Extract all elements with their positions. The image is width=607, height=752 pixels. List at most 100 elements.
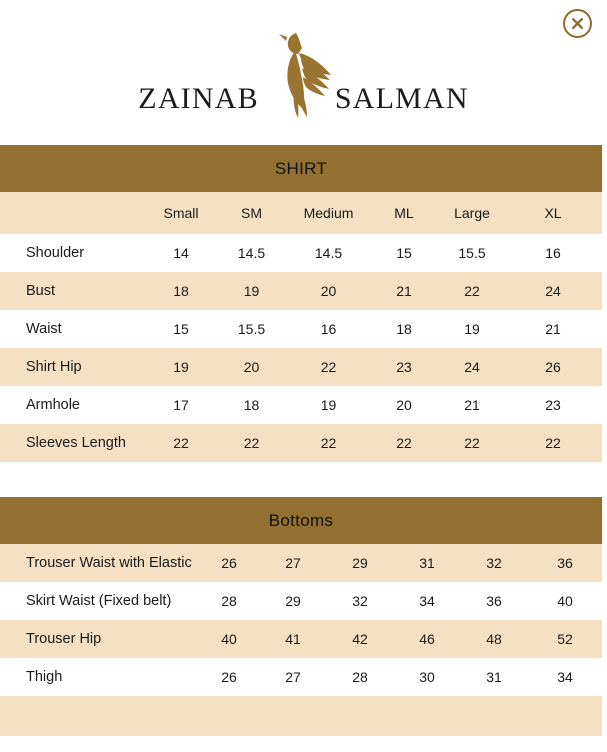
row-label: Thigh <box>26 669 63 685</box>
cell-value: 18 <box>173 283 189 299</box>
cell-value: 34 <box>419 593 435 609</box>
table-row: Shirt Hip 19 20 22 23 24 26 <box>0 348 603 386</box>
shirt-size-header-xl: XL <box>544 205 562 221</box>
cell-value: 32 <box>486 555 502 571</box>
cell-value: 16 <box>320 321 337 337</box>
bottoms-size-table: Bottoms Trouser Waist with Elastic 26 27… <box>0 497 603 736</box>
cell-value: 19 <box>464 321 480 337</box>
cell-value: 23 <box>396 359 412 375</box>
cell-value: 17 <box>173 397 189 413</box>
cell-value: 29 <box>285 593 301 609</box>
cell-value: 18 <box>396 321 412 337</box>
cell-value: 22 <box>396 435 412 451</box>
cell-value: 21 <box>396 283 412 299</box>
cell-value: 40 <box>221 631 237 647</box>
cell-value: 19 <box>320 397 337 413</box>
cell-value: 20 <box>243 359 260 375</box>
table-footer-spacer-row <box>0 696 603 736</box>
cell-value: 46 <box>419 631 435 647</box>
close-icon <box>570 16 585 31</box>
cell-value: 14.5 <box>237 245 266 261</box>
cell-value: 24 <box>464 359 480 375</box>
cell-value: 22 <box>545 435 561 451</box>
cell-value: 36 <box>486 593 502 609</box>
shirt-section-title: SHIRT <box>0 145 603 192</box>
cell-value: 19 <box>173 359 189 375</box>
shirt-size-header-small: Small <box>163 205 199 221</box>
bird-icon <box>271 27 337 124</box>
close-button[interactable] <box>563 9 592 38</box>
row-label: Shoulder <box>26 245 85 261</box>
shirt-size-header-row: Small SM Medium ML Large XL <box>0 192 603 234</box>
shirt-table-title-row: SHIRT <box>0 145 603 192</box>
spacer-cell <box>0 696 602 736</box>
cell-value: 15 <box>396 245 412 261</box>
cell-value: 22 <box>320 359 337 375</box>
table-row: Trouser Waist with Elastic 26 27 29 31 3… <box>0 544 603 582</box>
cell-value: 15.5 <box>458 245 486 261</box>
cell-value: 22 <box>464 283 480 299</box>
cell-value: 48 <box>486 631 502 647</box>
table-row: Sleeves Length 22 22 22 22 22 22 <box>0 424 603 462</box>
cell-value: 22 <box>464 435 480 451</box>
cell-value: 23 <box>545 397 561 413</box>
row-label: Trouser Waist with Elastic <box>26 555 192 571</box>
row-label: Waist <box>26 321 62 337</box>
shirt-label-header <box>0 192 148 234</box>
cell-value: 20 <box>320 283 337 299</box>
cell-value: 26 <box>221 669 237 685</box>
cell-value: 28 <box>221 593 237 609</box>
table-row: Skirt Waist (Fixed belt) 28 29 32 34 36 … <box>0 582 603 620</box>
shirt-size-header-medium: Medium <box>303 205 354 221</box>
cell-value: 41 <box>285 631 301 647</box>
brand-logo: ZAINAB <box>0 24 607 128</box>
table-row: Waist 15 15.5 16 18 19 21 <box>0 310 603 348</box>
cell-value: 42 <box>352 631 368 647</box>
cell-value: 40 <box>557 593 573 609</box>
cell-value: 19 <box>243 283 260 299</box>
bottoms-section-title: Bottoms <box>0 497 603 544</box>
shirt-size-table: SHIRT Small SM Medium ML Large XL Should… <box>0 145 603 462</box>
bottoms-table-title-row: Bottoms <box>0 497 603 544</box>
cell-value: 21 <box>464 397 480 413</box>
cell-value: 18 <box>243 397 260 413</box>
cell-value: 52 <box>557 631 573 647</box>
cell-value: 15 <box>173 321 189 337</box>
logo-word-right: SALMAN <box>334 82 469 115</box>
cell-value: 26 <box>221 555 237 571</box>
cell-value: 31 <box>486 669 502 685</box>
cell-value: 36 <box>557 555 573 571</box>
row-label: Armhole <box>26 397 80 413</box>
logo-word-left: ZAINAB <box>138 82 259 115</box>
cell-value: 26 <box>545 359 561 375</box>
cell-value: 21 <box>545 321 561 337</box>
cell-value: 31 <box>419 555 435 571</box>
row-label: Sleeves Length <box>26 435 126 451</box>
cell-value: 34 <box>557 669 573 685</box>
cell-value: 27 <box>285 669 301 685</box>
cell-value: 15.5 <box>237 321 266 337</box>
table-row: Thigh 26 27 28 30 31 34 <box>0 658 603 696</box>
table-row: Bust 18 19 20 21 22 24 <box>0 272 603 310</box>
cell-value: 30 <box>419 669 435 685</box>
shirt-size-header-sm: SM <box>241 205 262 221</box>
cell-value: 32 <box>352 593 368 609</box>
cell-value: 14.5 <box>314 245 343 261</box>
cell-value: 27 <box>285 555 301 571</box>
cell-value: 16 <box>545 245 561 261</box>
row-label: Bust <box>26 283 56 299</box>
shirt-size-header-ml: ML <box>394 205 414 221</box>
cell-value: 22 <box>173 435 189 451</box>
cell-value: 29 <box>352 555 368 571</box>
cell-value: 22 <box>320 435 337 451</box>
cell-value: 28 <box>352 669 368 685</box>
cell-value: 20 <box>396 397 412 413</box>
table-row: Armhole 17 18 19 20 21 23 <box>0 386 603 424</box>
cell-value: 24 <box>545 283 561 299</box>
table-row: Shoulder 14 14.5 14.5 15 15.5 16 <box>0 234 603 272</box>
row-label: Trouser Hip <box>26 631 102 647</box>
row-label: Skirt Waist (Fixed belt) <box>26 593 172 609</box>
cell-value: 14 <box>173 245 189 261</box>
cell-value: 22 <box>243 435 260 451</box>
